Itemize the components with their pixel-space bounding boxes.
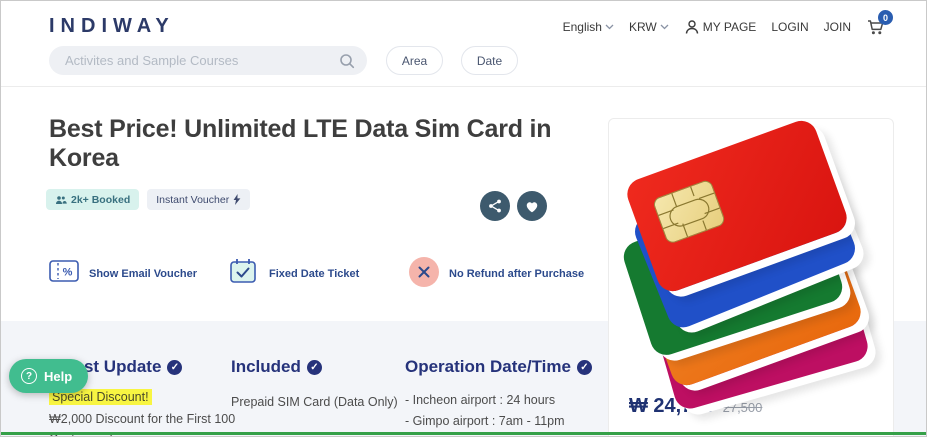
- operation-times: - Incheon airport : 24 hours - Gimpo air…: [405, 390, 635, 436]
- currency-label: KRW: [628, 20, 657, 34]
- original-price: 27,500: [722, 400, 763, 415]
- area-filter-button[interactable]: Area: [386, 46, 443, 75]
- special-discount-highlight: Special Discount!: [49, 389, 152, 405]
- svg-text:%: %: [63, 267, 73, 279]
- user-icon: [684, 19, 700, 35]
- language-selector[interactable]: English: [563, 20, 614, 34]
- operation-heading: Operation Date/Time ✓: [405, 357, 635, 377]
- calendar-check-icon: [229, 257, 257, 285]
- question-icon: ?: [21, 368, 37, 384]
- included-heading: Included ✓: [231, 357, 451, 377]
- language-label: English: [562, 20, 602, 34]
- product-title: Best Price! Unlimited LTE Data Sim Card …: [49, 115, 552, 172]
- cart-count-badge: 0: [878, 10, 893, 25]
- cart-button[interactable]: 0: [866, 10, 893, 37]
- help-label: Help: [44, 368, 73, 384]
- booked-badge-label: 2k+ Booked: [71, 193, 131, 206]
- product-image-sim-cards: [619, 116, 873, 413]
- search-icon[interactable]: [339, 53, 355, 69]
- check-circle-icon: ✓: [167, 359, 183, 375]
- sim-chip: [651, 178, 727, 245]
- feature-no-refund: No Refund after Purchase: [449, 268, 585, 280]
- wishlist-button[interactable]: [517, 191, 547, 221]
- currency-selector[interactable]: KRW: [629, 20, 669, 34]
- check-circle-icon: ✓: [306, 359, 322, 375]
- date-filter-button[interactable]: Date: [461, 46, 518, 75]
- included-column: Included ✓ Prepaid SIM Card (Data Only): [231, 357, 451, 412]
- chevron-down-icon: [605, 24, 614, 30]
- operation-line-gimpo: - Gimpo airport : 7am - 11pm: [405, 414, 565, 428]
- included-text: Prepaid SIM Card (Data Only): [231, 395, 398, 409]
- operation-line-kt-office: - KT Office at Hongdae : 9am - 6pm: [405, 432, 635, 436]
- top-nav: English KRW MY PAGE LOGIN JOIN 0: [563, 10, 893, 37]
- login-link[interactable]: LOGIN: [771, 20, 808, 34]
- instant-voucher-badge: Instant Voucher: [147, 189, 251, 210]
- share-icon: [488, 199, 502, 213]
- feature-fixed-date: Fixed Date Ticket: [269, 268, 360, 280]
- login-label: LOGIN: [771, 20, 809, 34]
- help-button[interactable]: ? Help: [9, 359, 89, 393]
- site-header: INDIWAY Area Date English KRW MY PAGE LO…: [1, 1, 926, 87]
- chevron-down-icon: [660, 24, 669, 30]
- search-bar[interactable]: [49, 46, 367, 75]
- feature-email-voucher: Show Email Voucher: [89, 268, 197, 280]
- join-label: JOIN: [823, 20, 851, 34]
- purchase-card: ₩ 24,750 27,500: [608, 116, 894, 436]
- people-icon: [55, 195, 67, 205]
- join-link[interactable]: JOIN: [824, 20, 851, 34]
- check-circle-icon: ✓: [576, 359, 592, 375]
- sim-card-red: [622, 116, 852, 296]
- share-button[interactable]: [480, 191, 510, 221]
- x-circle-icon: [409, 257, 439, 287]
- bottom-green-bar: [1, 432, 926, 435]
- site-logo[interactable]: INDIWAY: [49, 15, 175, 37]
- booked-badge: 2k+ Booked: [46, 189, 140, 210]
- operation-title: Operation Date/Time: [405, 357, 571, 376]
- product-badges: 2k+ Booked Instant Voucher: [46, 189, 251, 210]
- heart-icon: [525, 200, 539, 213]
- instant-voucher-label: Instant Voucher: [156, 193, 230, 206]
- bolt-icon: [233, 194, 241, 205]
- my-page-label: MY PAGE: [702, 20, 757, 34]
- voucher-percent-icon: %: [49, 259, 79, 283]
- operation-line-incheon: - Incheon airport : 24 hours: [405, 393, 556, 407]
- included-title: Included: [231, 357, 301, 376]
- my-page-link[interactable]: MY PAGE: [684, 19, 757, 35]
- search-input[interactable]: [65, 53, 339, 68]
- operation-column: Operation Date/Time ✓ - Incheon airport …: [405, 357, 635, 436]
